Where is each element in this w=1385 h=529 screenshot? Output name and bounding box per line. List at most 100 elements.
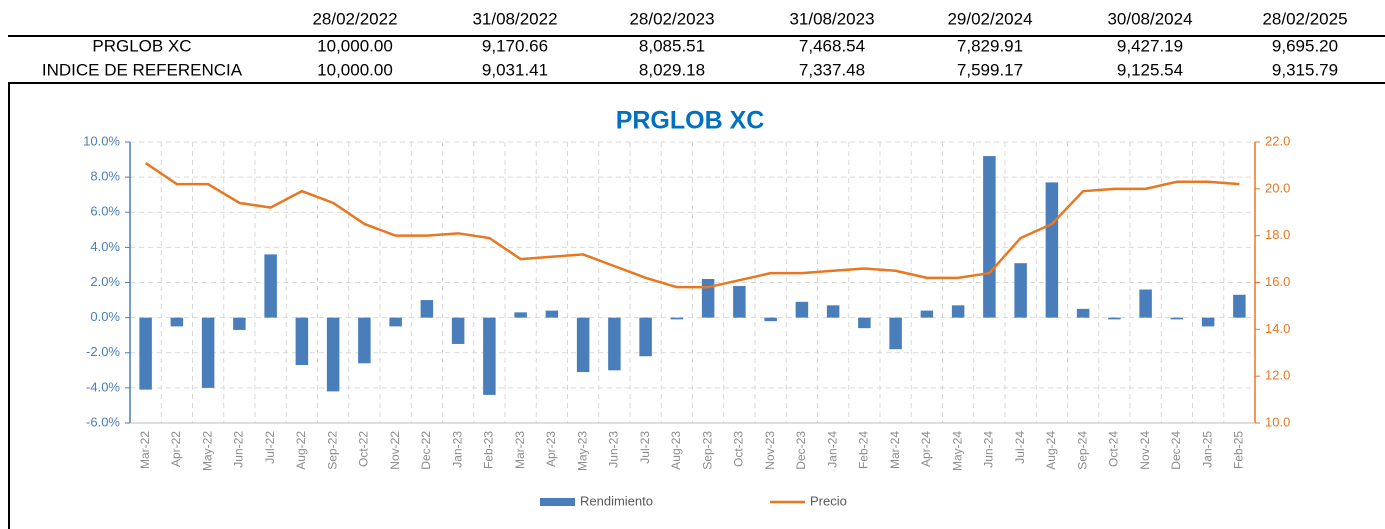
table-cell: 7,337.48 xyxy=(799,60,865,79)
table-cell: 9,315.79 xyxy=(1272,60,1338,79)
x-tick-label: Jan-24 xyxy=(825,431,839,468)
bar xyxy=(420,300,434,318)
row-label: INDICE DE REFERENCIA xyxy=(42,60,243,79)
bar xyxy=(326,317,340,392)
y-tick-label: 2.0% xyxy=(90,274,120,289)
bar xyxy=(889,317,902,350)
x-tick-label: Oct-24 xyxy=(1107,431,1121,467)
bar xyxy=(1233,294,1246,318)
bar xyxy=(795,301,809,318)
bar xyxy=(1139,289,1152,318)
bar xyxy=(1170,317,1184,320)
bar xyxy=(233,317,246,330)
y2-tick-label: 16.0 xyxy=(1265,274,1290,289)
bar xyxy=(545,310,559,318)
y-tick-label: -4.0% xyxy=(86,379,120,394)
x-tick-label: May-22 xyxy=(200,431,214,471)
x-tick-label: Oct-23 xyxy=(732,431,746,467)
y-tick-label: 0.0% xyxy=(90,309,120,324)
table-cell: 9,125.54 xyxy=(1117,60,1183,79)
y2-tick-label: 22.0 xyxy=(1265,133,1290,148)
bar xyxy=(576,317,590,373)
y2-tick-label: 10.0 xyxy=(1265,414,1290,429)
table-cell: 10,000.00 xyxy=(317,36,393,55)
table-cell: 9,170.66 xyxy=(482,36,548,55)
x-tick-label: Jun-23 xyxy=(607,431,621,468)
table-header: 31/08/2023 xyxy=(789,9,874,28)
y2-tick-label: 12.0 xyxy=(1265,368,1290,383)
bar xyxy=(483,317,496,395)
x-tick-label: Jan-25 xyxy=(1200,431,1214,468)
x-tick-label: Dec-22 xyxy=(419,431,433,470)
bar xyxy=(764,317,777,322)
bar xyxy=(670,317,684,320)
table-cell: 7,829.91 xyxy=(957,36,1023,55)
bar xyxy=(858,317,871,329)
bar xyxy=(1076,308,1090,318)
y2-tick-label: 20.0 xyxy=(1265,180,1290,195)
x-tick-label: Feb-24 xyxy=(857,431,871,469)
x-tick-label: Apr-22 xyxy=(169,431,183,467)
x-tick-label: Jun-22 xyxy=(232,431,246,468)
x-tick-label: Mar-22 xyxy=(138,431,152,469)
x-tick-label: Sep-23 xyxy=(700,431,714,470)
table-cell: 7,468.54 xyxy=(799,36,865,55)
x-tick-label: Nov-23 xyxy=(763,431,777,470)
table-cell: 9,695.20 xyxy=(1272,36,1338,55)
table-header: 28/02/2022 xyxy=(312,9,397,28)
bar xyxy=(295,317,309,366)
y2-tick-label: 18.0 xyxy=(1265,227,1290,242)
bar xyxy=(983,156,996,318)
bar xyxy=(1045,182,1059,318)
bar xyxy=(358,317,371,364)
bar xyxy=(201,317,215,388)
table-cell: 8,085.51 xyxy=(639,36,705,55)
bar xyxy=(1108,317,1121,320)
bar xyxy=(170,317,184,327)
line xyxy=(144,162,1240,289)
y2-tick-label: 14.0 xyxy=(1265,321,1290,336)
bar xyxy=(701,278,715,318)
y-tick-label: 6.0% xyxy=(90,204,120,219)
x-tick-label: Apr-24 xyxy=(919,431,933,467)
table-header: 28/02/2025 xyxy=(1262,9,1347,28)
x-tick-label: Nov-22 xyxy=(388,431,402,470)
x-tick-label: Feb-23 xyxy=(482,431,496,469)
table-header: 31/08/2022 xyxy=(472,9,557,28)
x-tick-label: May-24 xyxy=(950,431,964,471)
x-tick-label: Feb-25 xyxy=(1232,431,1246,469)
bar xyxy=(733,286,746,318)
x-tick-label: Apr-23 xyxy=(544,431,558,467)
x-tick-label: Oct-22 xyxy=(357,431,371,467)
bar xyxy=(1201,317,1215,327)
legend-label: Rendimiento xyxy=(580,493,653,508)
x-tick-label: Nov-24 xyxy=(1138,431,1152,470)
x-tick-label: Sep-24 xyxy=(1075,431,1089,470)
x-tick-label: Jul-24 xyxy=(1013,431,1027,464)
x-tick-label: Jul-22 xyxy=(263,431,277,464)
row-label: PRGLOB XC xyxy=(92,36,191,55)
bar xyxy=(608,317,621,371)
x-tick-label: Jul-23 xyxy=(638,431,652,464)
chart-title: PRGLOB XC xyxy=(616,107,765,135)
x-tick-label: May-23 xyxy=(575,431,589,471)
y-tick-label: -2.0% xyxy=(86,344,120,359)
table-cell: 7,599.17 xyxy=(957,60,1023,79)
bar xyxy=(920,310,934,318)
table-cell: 10,000.00 xyxy=(317,60,393,79)
x-tick-label: Mar-23 xyxy=(513,431,527,469)
legend-label: Precio xyxy=(810,493,847,508)
x-tick-label: Dec-23 xyxy=(794,431,808,470)
table-header: 29/02/2024 xyxy=(947,9,1032,28)
x-tick-label: Sep-22 xyxy=(325,431,339,470)
table-cell: 9,031.41 xyxy=(482,60,548,79)
bar xyxy=(264,254,277,318)
x-tick-label: Aug-22 xyxy=(294,431,308,470)
x-tick-label: Jan-23 xyxy=(450,431,464,468)
table-cell: 8,029.18 xyxy=(639,60,705,79)
bar xyxy=(514,312,527,318)
y-tick-label: -6.0% xyxy=(86,414,120,429)
y-tick-label: 4.0% xyxy=(90,239,120,254)
table-header: 28/02/2023 xyxy=(629,9,714,28)
